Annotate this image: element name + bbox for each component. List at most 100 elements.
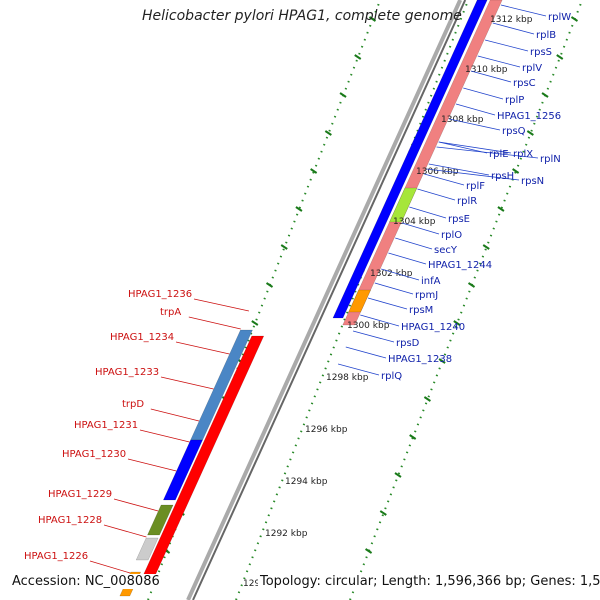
highlighted-gene [147,504,174,536]
label-leader-line [500,4,547,17]
gene-label[interactable]: rpsM [409,305,433,316]
gene-label[interactable]: HPAG1_1238 [388,354,452,365]
label-leader-line [436,146,539,159]
label-leader-line [352,330,395,343]
gene-label[interactable]: rpsS [530,47,552,58]
gene-label[interactable]: HPAG1_1228 [38,515,102,526]
gene-label[interactable]: HPAG1_1240 [401,322,465,333]
gene-label[interactable]: trpA [160,307,181,318]
kbp-tick-label: 1294 kbp [285,477,328,487]
guide-tick-mark [379,510,387,516]
gene-label[interactable]: rplO [441,230,462,241]
label-leader-line [113,498,159,512]
gene-label[interactable]: HPAG1_1229 [48,489,112,500]
gene-label[interactable]: rpsH [491,171,514,182]
gene-label[interactable]: HPAG1_1233 [95,367,159,378]
kbp-tick-label: 1308 kbp [441,115,484,125]
gene-label[interactable]: rplV [522,63,542,74]
gene-label[interactable]: HPAG1_1226 [24,551,88,562]
label-leader-line [417,188,456,201]
label-leader-line [426,168,520,181]
gene-label[interactable]: infA [421,276,441,287]
guide-tick-mark [368,16,377,22]
gene-label[interactable]: rplQ [381,371,402,382]
gene-label[interactable]: HPAG1_1244 [428,260,492,271]
gene-label[interactable]: HPAG1_1234 [110,332,174,343]
gene-label[interactable]: rpmJ [415,290,438,301]
kbp-tick-label: 1310 kbp [465,65,508,75]
guide-tick-mark [251,320,259,326]
gene-label[interactable]: rplX [513,149,533,160]
label-leader-line [175,341,230,355]
label-leader-line [337,363,380,376]
guide-tick-mark [512,168,520,174]
guide-tick-mark [482,244,490,250]
kbp-tick-label: 1306 kbp [416,167,459,177]
label-leader-lines [89,4,547,574]
kbp-tick-label: 1296 kbp [305,425,348,435]
guide-tick-mark [556,54,564,60]
kbp-tick-label: 1298 kbp [326,373,369,383]
gene-label[interactable]: rplF [466,181,485,192]
label-leader-line [428,163,490,176]
label-leader-line [477,55,521,68]
label-leader-line [388,252,427,265]
gene-label[interactable]: secY [434,245,458,256]
genome-backbone [186,0,467,600]
highlighted-gene [389,187,418,223]
label-leader-line [470,70,512,83]
label-leader-line [160,376,214,390]
kbp-tick-label: 1302 kbp [370,269,413,279]
forward-gene-track [142,335,265,577]
label-leader-line [188,316,241,330]
guide-tick-mark [570,16,579,22]
gene-label[interactable]: HPAG1_1256 [497,111,561,122]
guide-tick-mark [354,54,362,60]
label-leader-line [424,173,465,186]
gene-label[interactable]: rplB [536,30,556,41]
scale-ticks: 1312 kbp 1310 kbp 1308 kbp 1306 kbp 1304 kbp… [243,15,533,589]
guide-tick-mark [423,396,431,402]
gene-label[interactable]: rpsC [513,78,536,89]
reverse-gene-track [332,0,488,319]
label-leader-line [345,346,387,359]
label-leader-line [127,458,177,472]
label-leader-line [193,298,250,312]
gene-label[interactable]: HPAG1_1231 [74,420,138,431]
guide-tick-mark [339,92,347,98]
guide-tick-mark [394,472,402,478]
gene-label[interactable]: rpsD [396,338,420,349]
gene-label[interactable]: rpsE [448,214,470,225]
gene-label[interactable]: rplP [505,95,524,106]
label-leader-line [438,141,488,154]
guide-tick-mark [324,130,332,136]
gene-label[interactable]: rpsN [521,176,544,187]
label-leader-line [409,206,447,219]
gene-labels: rplW rplB rpsS rplV rpsC rplP HPAG1_1256 rpsQ rp… [24,12,571,562]
guide-tick-mark [497,206,505,212]
guide-tick-mark [365,548,373,554]
gene-label[interactable]: rplE [489,149,509,160]
map-title: Helicobacter pylori HPAG1, complete geno… [142,8,462,24]
genome-summary-text: Topology: circular; Length: 1,596,366 bp… [258,574,600,589]
gene-label[interactable]: rplN [540,154,561,165]
label-leader-line [455,103,496,116]
label-leader-line [463,87,504,100]
guide-tick-mark [467,282,476,288]
gene-label[interactable]: HPAG1_1236 [128,289,192,300]
gene-label[interactable]: rpsQ [502,126,526,137]
label-leader-line [492,22,535,35]
gene-label[interactable]: rplW [548,12,571,23]
gene-label[interactable]: trpD [122,399,144,410]
highlighted-gene [348,289,372,313]
gene-label[interactable]: HPAG1_1230 [62,449,126,460]
guide-tick-mark [280,244,288,250]
label-leader-line [139,429,190,443]
backbone-line [186,0,463,600]
guide-tick-mark [310,168,318,174]
accession-text: Accession: NC_008086 [10,574,162,589]
label-leader-line [103,524,147,538]
gene-label[interactable]: rplR [457,196,477,207]
